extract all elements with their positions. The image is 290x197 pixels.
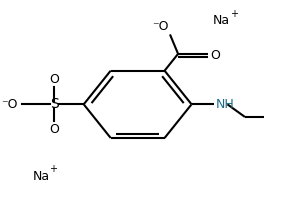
- Text: ⁻O: ⁻O: [152, 20, 169, 33]
- Text: O: O: [49, 73, 59, 86]
- Text: O: O: [211, 49, 220, 62]
- Text: +: +: [50, 164, 57, 174]
- Text: O: O: [49, 123, 59, 136]
- Text: Na: Na: [32, 170, 50, 183]
- Text: S: S: [50, 97, 59, 111]
- Text: Na: Na: [213, 14, 230, 27]
- Text: +: +: [230, 9, 238, 19]
- Text: ⁻O: ⁻O: [1, 98, 18, 111]
- Text: NH: NH: [215, 98, 234, 111]
